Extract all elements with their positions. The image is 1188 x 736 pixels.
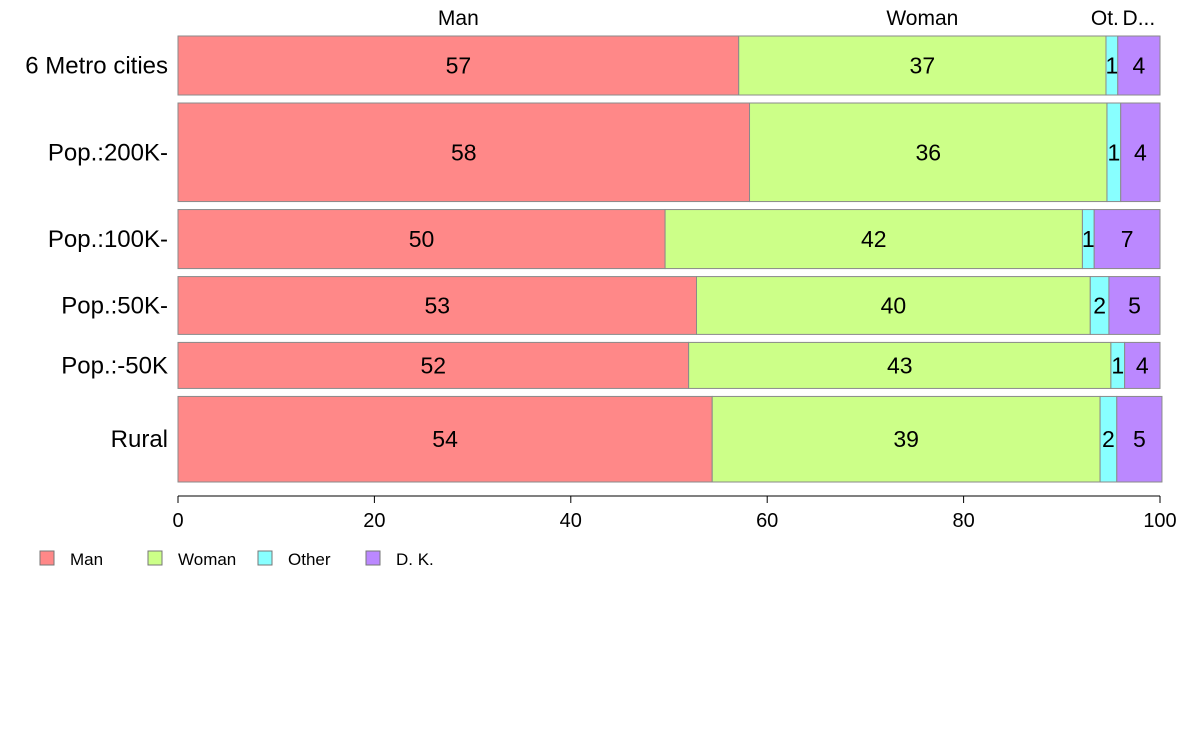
- x-axis: 0 20 40 60 80 100: [172, 495, 1177, 532]
- data-label: 57: [446, 53, 472, 79]
- bar-segment: [738, 35, 1107, 96]
- data-label: 1: [1105, 53, 1118, 79]
- legend-label: Other: [288, 550, 331, 569]
- legend-label: Woman: [178, 550, 236, 569]
- bar-segment: [177, 341, 690, 389]
- data-label: 7: [1121, 226, 1134, 252]
- legend-swatch: [365, 550, 381, 566]
- data-label: 54: [432, 426, 458, 452]
- bar-segment: [664, 209, 1083, 270]
- data-label: 2: [1093, 292, 1106, 318]
- data-label: 43: [887, 352, 913, 378]
- bar-segment: [1093, 209, 1161, 270]
- data-label: 5: [1128, 292, 1141, 318]
- data-label: 4: [1134, 139, 1147, 165]
- bar-segment: [1117, 35, 1161, 96]
- data-label: 58: [451, 139, 477, 165]
- data-label: 52: [421, 352, 447, 378]
- legend-swatch: [39, 550, 55, 566]
- data-label: 50: [409, 226, 435, 252]
- data-label: 4: [1132, 53, 1145, 79]
- category-label: 6 Metro cities: [25, 53, 168, 80]
- bar-segment: [177, 209, 666, 270]
- legend: Man Woman Other D. K.: [39, 550, 434, 569]
- legend-swatch: [147, 550, 163, 566]
- bars-layer: 57 37 1 458 36 1 450 42 1 753 40 2 552 43 1 454 39 2 5: [177, 35, 1163, 483]
- x-tick-label: 0: [172, 510, 183, 532]
- category-label: Pop.:200K-: [48, 139, 168, 166]
- category-labels: 6 Metro cities Pop.:200K- Pop.:100K- Pop.:5…: [25, 53, 168, 454]
- legend-swatch: [257, 550, 273, 566]
- x-tick-label: 40: [560, 510, 582, 532]
- data-label: 1: [1082, 226, 1095, 252]
- series-top-labels: Man Woman Ot. D...: [438, 7, 1155, 30]
- x-tick-label: 20: [363, 510, 385, 532]
- bar-segment: [177, 395, 713, 483]
- data-label: 1: [1111, 352, 1124, 378]
- data-label: 1: [1107, 139, 1120, 165]
- category-label: Rural: [111, 426, 168, 453]
- data-label: 36: [915, 139, 941, 165]
- bar-segment: [695, 276, 1091, 335]
- bar-segment: [688, 341, 1112, 389]
- bar-segment: [177, 35, 740, 96]
- x-tick-label: 60: [756, 510, 778, 532]
- data-label: 5: [1133, 426, 1146, 452]
- bar-segment: [1108, 276, 1161, 335]
- series-top-label: Ot.: [1091, 7, 1119, 30]
- legend-label: Man: [70, 550, 103, 569]
- data-label: 53: [424, 292, 450, 318]
- legend-label: D. K.: [396, 550, 434, 569]
- series-top-label: D...: [1123, 7, 1156, 30]
- category-label: Pop.:100K-: [48, 226, 168, 253]
- series-top-label: Man: [438, 7, 479, 30]
- bar-segment: [1124, 341, 1161, 389]
- series-top-label: Woman: [886, 7, 958, 30]
- bar-segment: [711, 395, 1101, 483]
- data-label: 42: [861, 226, 887, 252]
- bar-segment: [749, 102, 1108, 203]
- bar-segment: [1120, 102, 1161, 203]
- bar-segment: [177, 276, 697, 335]
- x-tick-label: 100: [1143, 510, 1176, 532]
- data-label: 40: [881, 292, 907, 318]
- x-tick-label: 80: [952, 510, 974, 532]
- data-label: 37: [910, 53, 936, 79]
- data-label: 39: [893, 426, 919, 452]
- category-label: Pop.:50K-: [61, 292, 168, 319]
- category-label: Pop.:-50K: [61, 352, 168, 379]
- data-label: 2: [1102, 426, 1115, 452]
- bar-segment: [1116, 395, 1163, 483]
- bar-segment: [177, 102, 751, 203]
- data-label: 4: [1136, 352, 1149, 378]
